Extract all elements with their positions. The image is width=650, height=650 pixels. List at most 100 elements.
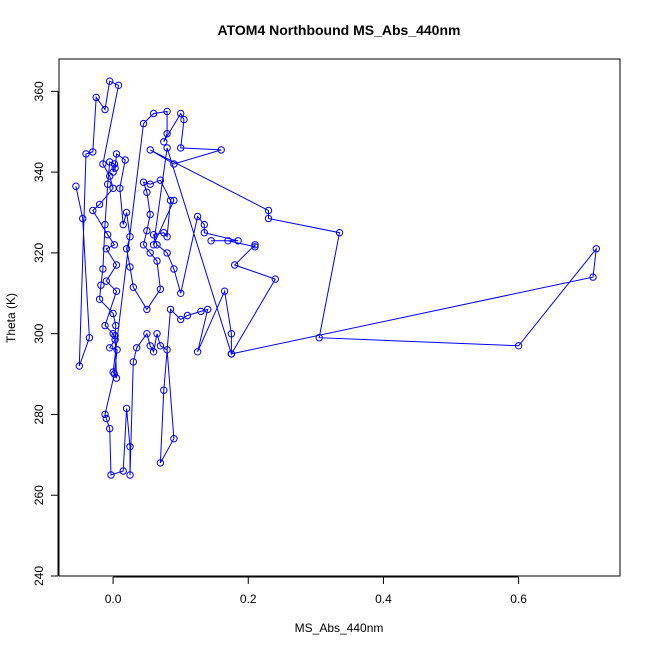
data-point <box>104 231 112 239</box>
data-point <box>112 150 121 158</box>
data-point <box>149 231 158 239</box>
data-point <box>146 342 154 350</box>
data-point <box>111 336 119 344</box>
data-point <box>166 305 175 314</box>
data-point <box>170 265 178 273</box>
data-point <box>110 241 119 249</box>
data-point <box>139 178 148 186</box>
data-point <box>163 107 171 116</box>
data-point <box>109 168 117 176</box>
data-point <box>116 184 124 193</box>
data-point <box>139 241 148 249</box>
data-point <box>122 208 131 217</box>
data-point <box>99 160 107 168</box>
data-point <box>110 160 119 168</box>
data-point <box>106 158 114 166</box>
data-point <box>139 119 148 128</box>
y-axis-label: Theta (K) <box>4 293 18 343</box>
data-point <box>111 332 119 340</box>
data-point <box>170 160 178 168</box>
data-point <box>156 285 165 293</box>
data-point <box>163 249 171 257</box>
data-point <box>102 414 111 423</box>
data-point <box>146 210 154 219</box>
data-point <box>160 386 168 394</box>
data-point <box>126 443 134 451</box>
data-point <box>227 330 236 338</box>
data-point <box>95 200 104 209</box>
data-point <box>111 164 119 172</box>
data-point <box>193 348 202 356</box>
data-point <box>251 243 259 251</box>
x-axis: 0.0 0.2 0.4 0.6 <box>105 576 527 606</box>
data-point <box>114 81 123 90</box>
x-tick-label: 0.2 <box>240 592 257 606</box>
data-point <box>104 180 112 188</box>
data-point <box>204 305 212 314</box>
data-point <box>143 330 151 338</box>
data-point <box>89 148 97 156</box>
data-point <box>119 220 127 229</box>
data-point <box>126 471 134 479</box>
data-point <box>82 150 90 158</box>
data-point <box>264 214 273 223</box>
data-point <box>264 206 273 215</box>
data-point <box>220 287 229 295</box>
data-point <box>217 146 225 154</box>
y-axis: 240 260 280 300 320 340 360 <box>32 81 59 586</box>
data-point <box>149 241 158 249</box>
data-point <box>72 182 80 190</box>
data-point <box>177 289 185 297</box>
data-point <box>112 374 121 382</box>
y-tick-label: 340 <box>32 162 46 182</box>
data-point <box>166 196 175 205</box>
data-point <box>121 156 129 164</box>
data-point <box>102 245 111 253</box>
data-point <box>146 180 154 188</box>
data-point <box>156 176 165 184</box>
data-point <box>592 245 600 253</box>
data-point <box>92 93 100 102</box>
data-point <box>106 424 114 433</box>
plot-frame <box>58 58 621 577</box>
data-point <box>99 265 107 273</box>
y-tick-label: 360 <box>32 81 46 101</box>
data-point <box>107 471 115 479</box>
y-tick-label: 320 <box>32 243 46 263</box>
chart-title: ATOM4 Northbound MS_Abs_440nm <box>218 22 461 38</box>
data-point <box>156 459 165 467</box>
series-points <box>72 77 600 479</box>
data-point <box>79 214 87 223</box>
data-point <box>200 229 209 237</box>
data-point <box>251 241 259 249</box>
data-point <box>102 277 111 285</box>
data-point <box>106 77 114 85</box>
data-point <box>200 220 209 229</box>
data-point <box>126 263 134 271</box>
data-point <box>101 321 109 330</box>
data-point <box>180 115 188 124</box>
data-point <box>112 261 121 269</box>
data-point <box>143 227 151 235</box>
x-axis-label: MS_Abs_440nm <box>295 621 384 635</box>
data-point <box>112 287 121 295</box>
data-point <box>149 109 158 118</box>
x-tick-label: 0.4 <box>375 592 392 606</box>
data-point <box>153 257 161 265</box>
data-point <box>224 237 232 245</box>
data-point <box>589 273 597 281</box>
y-tick-label: 280 <box>32 404 46 424</box>
data-point <box>160 138 168 146</box>
data-point <box>143 188 151 197</box>
data-point <box>101 410 109 419</box>
data-point <box>119 467 127 475</box>
y-tick-label: 240 <box>32 566 46 586</box>
data-point <box>110 370 119 378</box>
data-point <box>89 206 97 215</box>
data-point <box>106 344 114 352</box>
data-point <box>315 334 323 342</box>
data-point <box>335 229 344 237</box>
data-point <box>95 295 104 303</box>
data-point <box>85 334 94 342</box>
